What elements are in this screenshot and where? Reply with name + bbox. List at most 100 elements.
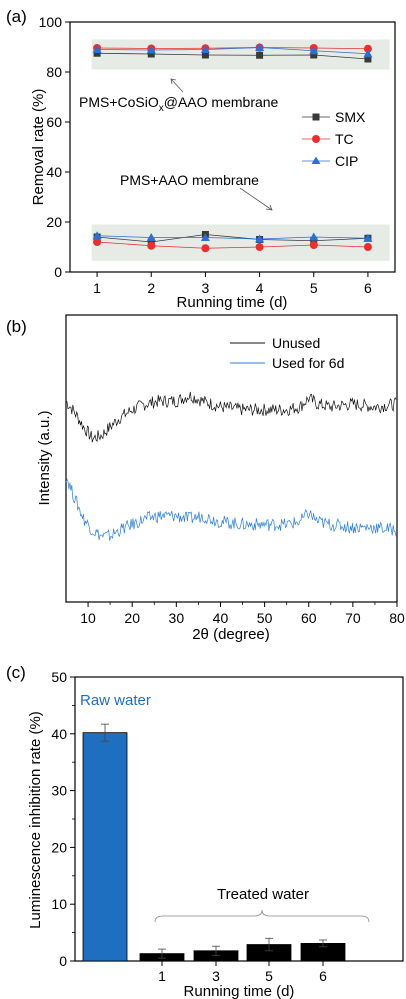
x-tick-label: 1	[158, 968, 166, 984]
x-tick-label: 40	[213, 610, 229, 626]
x-tick-label: 6	[319, 968, 327, 984]
x-axis-label: 2θ (degree)	[192, 626, 270, 643]
legend-label-used: Used for 6d	[272, 355, 344, 371]
data-point-tc	[93, 238, 102, 246]
data-point-cip	[92, 45, 102, 53]
data-point-cip	[146, 45, 156, 54]
y-tick-label: 0	[59, 953, 67, 969]
data-point-cip	[363, 233, 373, 242]
legend-item-unused: Unused	[230, 335, 320, 351]
y-tick-label: 10	[51, 896, 67, 912]
y-tick-label: 60	[46, 114, 62, 130]
bars	[82, 723, 346, 962]
treated-water-brace	[154, 909, 370, 923]
y-axis-label: Removal rate (%)	[30, 89, 47, 206]
data-point-cip	[309, 232, 319, 241]
series-line-smx	[97, 52, 368, 60]
highlight-band	[91, 39, 390, 70]
data-point-cip	[363, 49, 373, 58]
arrowhead-lower	[265, 204, 273, 211]
panel-c-label: (c)	[6, 663, 26, 682]
data-point-cip	[92, 231, 102, 240]
y-tick-label: 20	[46, 214, 62, 230]
legend: Unused Used for 6d	[230, 335, 344, 371]
annotation-arrow-lower	[239, 187, 273, 211]
x-tick-label: 6	[364, 280, 372, 296]
data-point-smx	[147, 50, 155, 58]
y-tick-label: 30	[51, 783, 67, 799]
legend: SMX TC CIP	[302, 109, 366, 169]
series-line-tc	[97, 241, 368, 249]
x-tick-label: 10	[80, 610, 96, 626]
arrowhead-upper	[170, 78, 177, 85]
data-point-tc	[309, 241, 318, 249]
y-tick-label: 100	[39, 14, 63, 30]
panel-c: (c) 0 10 20 30 40 50 1 3 5 6 Raw water Treated wa…	[6, 663, 404, 999]
series-line-cip	[97, 47, 368, 55]
data-point-smx	[93, 49, 101, 57]
legend-item-cip: CIP	[302, 153, 358, 169]
legend-label-unused: Unused	[272, 335, 320, 351]
legend-marker-tc	[312, 135, 320, 143]
series-line-unused	[65, 391, 397, 443]
panel-b-label: (b)	[6, 317, 27, 336]
axis-ticks: 0 10 20 30 40 50 1 3 5 6	[51, 669, 327, 984]
y-tick-label: 80	[46, 64, 62, 80]
data-point-cip	[255, 43, 265, 51]
data-point-cip	[200, 45, 210, 53]
annotation-arrow-upper	[170, 78, 184, 93]
annotation-cosio-membrane: PMS+CoSiOx@AAO membrane	[79, 94, 279, 114]
y-axis-label: Intensity (a.u.)	[36, 410, 53, 505]
data-point-tc	[147, 241, 156, 250]
legend-marker-cip	[311, 156, 321, 164]
axis-ticks: 10 20 30 40 50 60 70 80	[80, 602, 405, 626]
data-point-smx	[310, 237, 318, 245]
y-tick-label: 50	[51, 669, 67, 685]
x-tick-label: 60	[301, 610, 317, 626]
data-point-cip	[146, 233, 156, 241]
y-axis-label: Luminescence inhibition rate (%)	[27, 711, 44, 929]
x-tick-label: 30	[169, 610, 185, 626]
series-line-smx	[97, 234, 368, 243]
data-point-cip	[309, 46, 319, 55]
highlight-bands	[91, 39, 390, 261]
x-axis-label: Running time (d)	[184, 983, 295, 999]
x-tick-label: 3	[202, 280, 210, 296]
annotation-treated-water: Treated water	[217, 886, 309, 903]
data-series	[65, 391, 397, 541]
x-tick-label: 20	[124, 610, 140, 626]
legend-item-smx: SMX	[302, 109, 366, 125]
series-line-cip	[97, 235, 368, 240]
legend-item-tc: TC	[302, 131, 354, 147]
y-tick-label: 0	[54, 264, 62, 280]
data-point-smx	[364, 55, 372, 63]
x-tick-label: 70	[345, 610, 361, 626]
legend-item-used: Used for 6d	[230, 355, 344, 371]
annotation-aao-membrane: PMS+AAO membrane	[120, 172, 259, 188]
x-axis-label: Running time (d)	[177, 294, 288, 311]
legend-label-tc: TC	[335, 131, 354, 147]
x-tick-label: 50	[257, 610, 273, 626]
data-point-tc	[363, 243, 372, 251]
data-point-smx	[310, 51, 318, 59]
series-line-tc	[97, 47, 368, 50]
x-tick-label: 80	[389, 610, 405, 626]
panel-a-label: (a)	[6, 7, 27, 26]
x-tick-label: 5	[265, 968, 273, 984]
highlight-band	[91, 224, 390, 261]
data-point-tc	[255, 243, 264, 251]
data-point-smx	[256, 51, 264, 59]
data-point-tc	[201, 244, 210, 253]
legend-label-cip: CIP	[335, 153, 358, 169]
plot-frame	[69, 21, 396, 273]
panel-b: (b) 10 20 30 40 50 60 70 80 Unused Used for 6d …	[6, 314, 405, 643]
x-tick-label: 1	[93, 280, 101, 296]
legend-marker-smx	[312, 113, 320, 121]
y-tick-label: 20	[51, 839, 67, 855]
plot-frame	[65, 314, 398, 603]
y-tick-label: 40	[51, 726, 67, 742]
data-point-cip	[255, 234, 265, 243]
